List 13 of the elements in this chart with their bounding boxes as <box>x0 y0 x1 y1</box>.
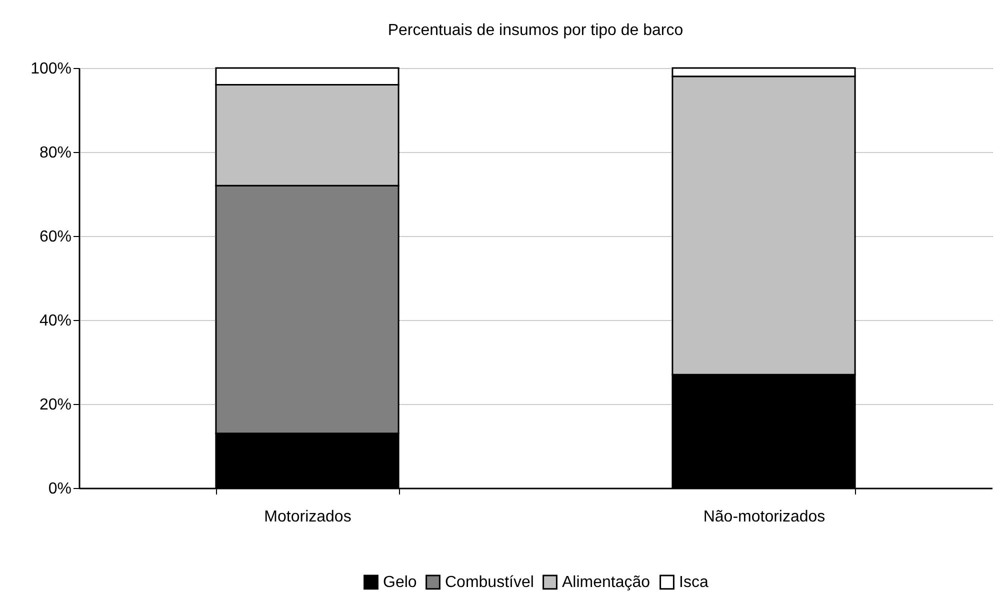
y-tick-label: 60% <box>39 228 72 246</box>
x-tick-label: Não-motorizados <box>703 508 826 526</box>
chart-title: Percentuais de insumos por tipo de barco <box>388 22 684 39</box>
legend-label: Alimentação <box>562 574 650 592</box>
x-tick-label: Motorizados <box>264 508 352 526</box>
y-tick-label: 0% <box>48 480 72 498</box>
y-tick-label: 80% <box>39 144 72 162</box>
y-tick-label: 40% <box>39 312 72 330</box>
y-tick-label: 100% <box>30 60 72 78</box>
legend-label: Gelo <box>383 574 417 592</box>
legend-label: Combustível <box>445 574 534 592</box>
y-tick-label: 20% <box>39 396 72 414</box>
legend-label: Isca <box>679 574 708 592</box>
